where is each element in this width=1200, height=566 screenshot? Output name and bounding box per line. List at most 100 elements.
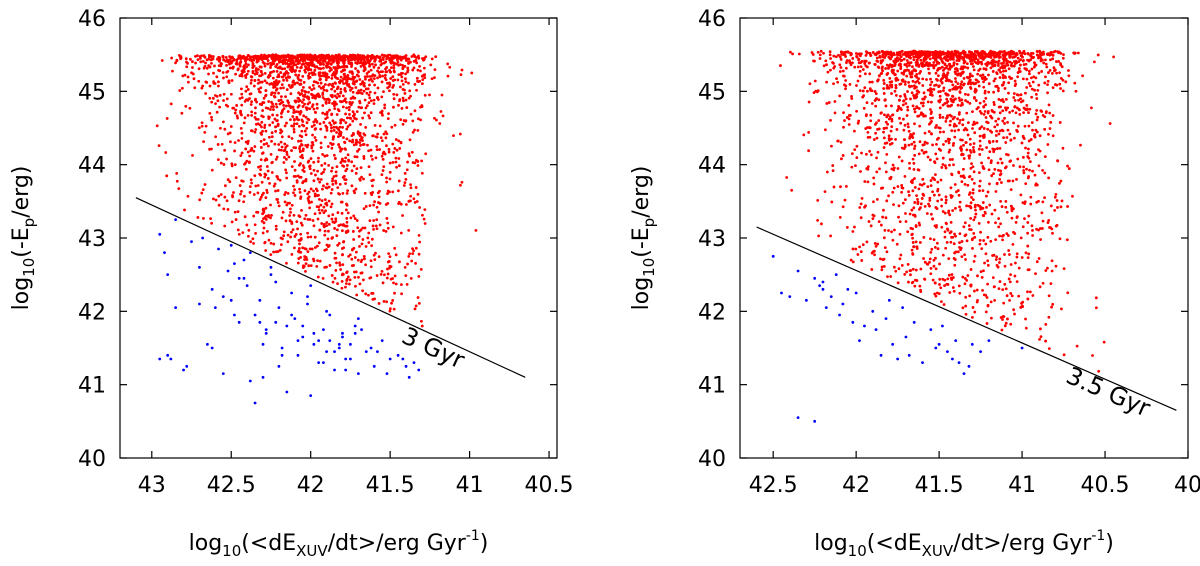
red-data-point xyxy=(362,89,366,93)
red-data-point xyxy=(874,92,878,95)
red-data-point xyxy=(340,286,344,290)
red-data-point xyxy=(307,201,311,205)
red-data-point xyxy=(233,210,237,214)
red-data-point xyxy=(322,63,325,66)
red-data-point xyxy=(385,276,389,280)
red-data-point xyxy=(277,148,281,152)
red-data-point xyxy=(404,98,408,102)
red-data-point xyxy=(819,49,823,53)
red-data-point xyxy=(1017,294,1021,298)
red-data-point xyxy=(379,136,383,140)
red-data-point xyxy=(375,145,379,148)
red-data-point xyxy=(992,90,995,94)
red-data-point xyxy=(336,57,340,61)
red-data-point xyxy=(334,174,338,178)
red-data-point xyxy=(1049,120,1053,124)
red-data-point xyxy=(274,224,278,228)
red-data-point xyxy=(346,189,350,193)
red-data-point xyxy=(960,255,964,259)
red-data-point xyxy=(907,193,911,197)
red-data-point xyxy=(348,70,352,74)
red-data-point xyxy=(350,264,354,268)
red-data-point xyxy=(933,245,937,249)
red-data-point xyxy=(970,50,974,54)
red-data-point xyxy=(244,167,248,171)
red-data-point xyxy=(362,157,366,160)
red-data-point xyxy=(900,146,904,150)
red-data-point xyxy=(356,59,360,63)
red-data-point xyxy=(1006,128,1010,132)
red-data-point xyxy=(1006,234,1010,237)
red-data-point xyxy=(907,80,910,84)
red-data-point xyxy=(244,89,248,93)
red-data-point xyxy=(938,283,941,286)
red-data-point xyxy=(237,139,240,142)
red-data-point xyxy=(336,243,340,247)
red-data-point xyxy=(301,94,305,98)
red-data-point xyxy=(377,210,381,214)
red-data-point xyxy=(354,171,358,175)
red-data-point xyxy=(374,135,378,139)
red-data-point xyxy=(935,124,938,127)
red-data-point xyxy=(906,90,909,93)
red-data-point xyxy=(274,102,278,106)
red-data-point xyxy=(240,96,244,100)
blue-data-point xyxy=(385,372,389,376)
red-data-point xyxy=(791,52,794,56)
red-data-point xyxy=(294,63,298,67)
red-data-point xyxy=(1096,53,1100,57)
red-data-point xyxy=(411,68,415,72)
red-data-point xyxy=(397,157,401,160)
red-data-point xyxy=(380,62,384,65)
red-data-point xyxy=(1034,272,1037,276)
red-data-point xyxy=(413,109,417,113)
red-data-point xyxy=(433,76,436,80)
red-data-point xyxy=(829,68,832,72)
red-data-point xyxy=(307,74,310,78)
red-data-point xyxy=(868,126,872,130)
red-data-point xyxy=(973,310,977,314)
red-data-point xyxy=(1002,61,1005,65)
red-data-point xyxy=(243,116,247,120)
red-data-point xyxy=(287,83,291,87)
red-data-point xyxy=(982,239,986,242)
red-data-point xyxy=(898,116,901,120)
red-data-point xyxy=(401,82,405,86)
red-data-point xyxy=(987,73,990,77)
red-data-point xyxy=(369,77,373,81)
red-data-point xyxy=(368,90,372,94)
red-data-point xyxy=(906,105,909,109)
red-data-point xyxy=(926,185,930,189)
red-data-point xyxy=(251,63,255,67)
red-data-point xyxy=(393,147,397,150)
red-data-point xyxy=(318,54,322,57)
red-data-point xyxy=(1059,62,1062,65)
red-data-point xyxy=(858,89,862,93)
red-data-point xyxy=(373,200,376,204)
red-data-point xyxy=(336,211,340,215)
red-data-point xyxy=(903,63,907,66)
red-data-point xyxy=(287,101,290,104)
red-data-point xyxy=(375,205,379,209)
red-data-point xyxy=(937,85,941,89)
red-data-point xyxy=(1079,143,1082,147)
red-data-point xyxy=(198,57,202,60)
red-data-point xyxy=(960,147,963,151)
red-data-point xyxy=(921,112,925,116)
red-data-point xyxy=(339,75,343,79)
red-data-point xyxy=(1051,86,1055,90)
red-data-point xyxy=(393,123,397,127)
red-data-point xyxy=(433,116,436,120)
red-data-point xyxy=(1021,51,1024,55)
red-data-point xyxy=(1001,66,1005,70)
red-data-point xyxy=(353,96,357,100)
red-data-point xyxy=(381,74,385,78)
red-data-point xyxy=(346,74,350,77)
red-data-point xyxy=(388,190,391,194)
red-data-point xyxy=(225,199,229,203)
red-data-point xyxy=(944,119,948,123)
red-data-point xyxy=(280,145,284,149)
red-data-point xyxy=(1011,243,1015,246)
red-data-point xyxy=(951,276,955,279)
red-data-point xyxy=(302,114,306,118)
